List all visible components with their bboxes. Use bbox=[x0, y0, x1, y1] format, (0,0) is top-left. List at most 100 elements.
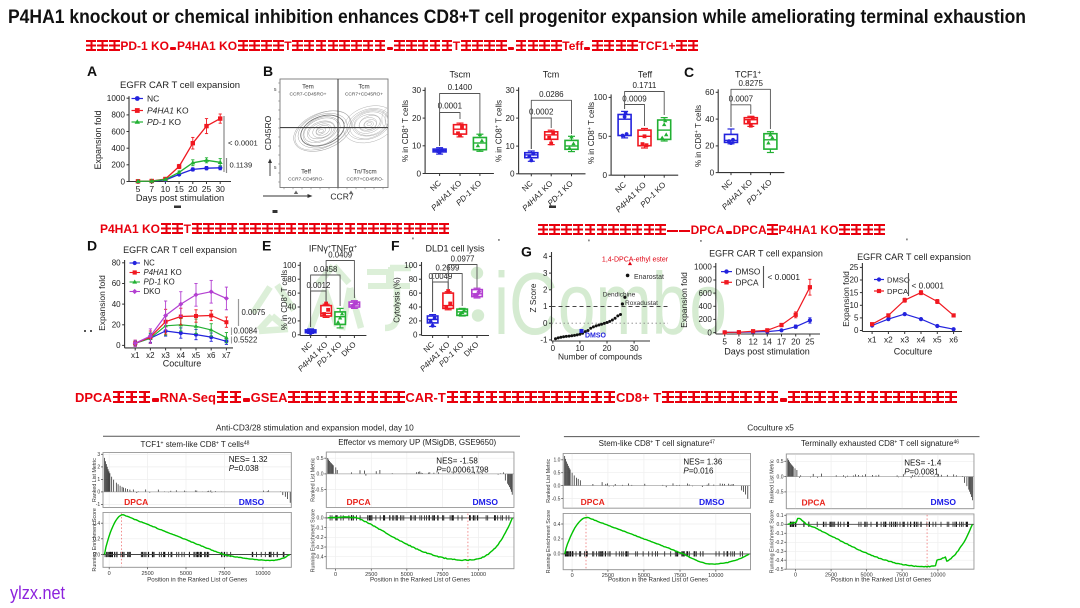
svg-text:DPCA: DPCA bbox=[801, 498, 825, 508]
svg-text:600: 600 bbox=[698, 289, 712, 298]
svg-text:1000: 1000 bbox=[694, 263, 712, 272]
svg-text:25: 25 bbox=[805, 336, 815, 346]
svg-text:0.0: 0.0 bbox=[93, 552, 100, 558]
svg-text:NC: NC bbox=[147, 94, 159, 104]
svg-text:0.1: 0.1 bbox=[777, 513, 784, 519]
svg-text:2: 2 bbox=[97, 465, 100, 471]
svg-text:Cytolysis (%): Cytolysis (%) bbox=[393, 277, 402, 323]
svg-text:CD45RO: CD45RO bbox=[263, 115, 273, 150]
svg-text:40: 40 bbox=[705, 115, 715, 124]
svg-text:Expansion fold: Expansion fold bbox=[97, 275, 107, 331]
svg-text:-0.2: -0.2 bbox=[775, 540, 784, 546]
svg-text:-0.3: -0.3 bbox=[775, 549, 784, 555]
svg-text:x6: x6 bbox=[949, 334, 958, 344]
svg-text:2500: 2500 bbox=[141, 571, 153, 577]
svg-text:Position in the Ranked List of: Position in the Ranked List of Genes bbox=[608, 577, 708, 584]
svg-text:TCF1+: TCF1+ bbox=[735, 70, 762, 80]
svg-text:40: 40 bbox=[112, 300, 121, 309]
svg-text:7500: 7500 bbox=[896, 573, 908, 579]
svg-text:% in CD8+ T cells: % in CD8+ T cells bbox=[401, 100, 410, 162]
svg-text:5000: 5000 bbox=[401, 572, 413, 578]
svg-text:Ranked List Metric: Ranked List Metric bbox=[546, 459, 552, 503]
svg-text:3: 3 bbox=[97, 452, 100, 458]
svg-text:100: 100 bbox=[593, 93, 607, 102]
svg-text:20: 20 bbox=[409, 317, 418, 326]
svg-text:0: 0 bbox=[97, 490, 100, 496]
svg-text:600: 600 bbox=[111, 127, 125, 136]
svg-text:DPCA: DPCA bbox=[887, 287, 909, 296]
svg-text:E: E bbox=[262, 238, 271, 254]
svg-text:0.1400: 0.1400 bbox=[448, 83, 473, 92]
svg-text:5: 5 bbox=[136, 184, 141, 194]
svg-text:Tcm: Tcm bbox=[543, 70, 560, 80]
svg-text:IFNγ+TNFα+: IFNγ+TNFα+ bbox=[309, 244, 357, 254]
svg-text:1.0: 1.0 bbox=[553, 458, 560, 464]
svg-text:0: 0 bbox=[707, 328, 712, 337]
svg-text:B: B bbox=[263, 63, 273, 79]
svg-text:Days post stimulation: Days post stimulation bbox=[136, 193, 224, 203]
svg-text:C: C bbox=[684, 64, 694, 80]
svg-text:Position in the Ranked List of: Position in the Ranked List of Genes bbox=[370, 577, 470, 584]
svg-text:5000: 5000 bbox=[180, 571, 192, 577]
svg-text:-1: -1 bbox=[540, 336, 548, 345]
svg-text:0: 0 bbox=[120, 177, 125, 186]
svg-text:Z Score: Z Score bbox=[528, 283, 538, 312]
svg-text:400: 400 bbox=[111, 144, 125, 153]
svg-text:DPCA: DPCA bbox=[736, 277, 760, 287]
svg-text:200: 200 bbox=[698, 315, 712, 324]
svg-text:2500: 2500 bbox=[825, 573, 837, 579]
svg-text:CCR7+CD45RO+: CCR7+CD45RO+ bbox=[345, 92, 383, 98]
svg-text:Running Enrichment Score: Running Enrichment Score bbox=[769, 510, 775, 573]
svg-text:17: 17 bbox=[777, 336, 787, 346]
svg-text:x1: x1 bbox=[868, 334, 877, 344]
svg-text:P=0.00061798: P=0.00061798 bbox=[436, 466, 489, 475]
svg-text:Terminally exhausted CD8+ T ce: Terminally exhausted CD8+ T cell signatu… bbox=[801, 439, 959, 448]
svg-text:Expansion fold: Expansion fold bbox=[93, 110, 103, 169]
svg-text:Running Enrichment Score: Running Enrichment Score bbox=[92, 508, 98, 571]
svg-text:1,4-DPCA-ethyl ester: 1,4-DPCA-ethyl ester bbox=[602, 257, 669, 264]
svg-text:Tem: Tem bbox=[302, 84, 314, 91]
svg-text:0.2699: 0.2699 bbox=[435, 264, 459, 273]
svg-text:0.0: 0.0 bbox=[317, 472, 324, 478]
svg-text:% in CD8+ T cells: % in CD8+ T cells bbox=[587, 102, 596, 164]
svg-text:5: 5 bbox=[274, 87, 277, 92]
svg-text:0.0458: 0.0458 bbox=[313, 265, 337, 274]
svg-text:CCR7-CD45RO+: CCR7-CD45RO+ bbox=[290, 92, 327, 98]
svg-text:5000: 5000 bbox=[860, 573, 872, 579]
svg-text:0.0049: 0.0049 bbox=[428, 272, 452, 281]
svg-text:0.2: 0.2 bbox=[93, 537, 100, 543]
svg-text:40: 40 bbox=[287, 303, 296, 312]
svg-text:0: 0 bbox=[108, 571, 111, 577]
svg-text:-1: -1 bbox=[96, 502, 101, 508]
svg-text:DMSO: DMSO bbox=[736, 267, 761, 277]
svg-text:0.0007: 0.0007 bbox=[729, 95, 754, 104]
svg-text:CCR7: CCR7 bbox=[330, 192, 353, 202]
svg-text:Teff: Teff bbox=[638, 70, 653, 80]
svg-text:Days post stimulation: Days post stimulation bbox=[724, 347, 810, 357]
svg-text:60: 60 bbox=[112, 279, 121, 288]
svg-text:x2: x2 bbox=[884, 334, 893, 344]
svg-text:10000: 10000 bbox=[255, 571, 270, 577]
svg-text:x4: x4 bbox=[917, 334, 926, 344]
svg-text:0: 0 bbox=[603, 171, 608, 180]
svg-text:20: 20 bbox=[287, 317, 296, 326]
svg-text:30: 30 bbox=[505, 86, 515, 95]
svg-text:NC: NC bbox=[520, 179, 535, 194]
svg-text:Expansion fold: Expansion fold bbox=[841, 271, 851, 327]
svg-text:0.5: 0.5 bbox=[553, 471, 560, 477]
svg-text:10000: 10000 bbox=[471, 572, 486, 578]
svg-text:20: 20 bbox=[112, 321, 121, 330]
svg-text:Number of compounds: Number of compounds bbox=[558, 352, 642, 362]
svg-text:20: 20 bbox=[849, 276, 858, 285]
svg-text:DMSO: DMSO bbox=[887, 275, 910, 284]
svg-text:DMSO: DMSO bbox=[473, 497, 499, 507]
svg-text:Tcm: Tcm bbox=[358, 84, 369, 91]
svg-text:NES= -1.4: NES= -1.4 bbox=[904, 458, 942, 467]
svg-text:100: 100 bbox=[283, 261, 297, 270]
svg-text:0.0: 0.0 bbox=[553, 483, 560, 489]
svg-text:0: 0 bbox=[571, 573, 574, 579]
svg-text:5: 5 bbox=[274, 165, 277, 170]
svg-text:1: 1 bbox=[543, 302, 548, 311]
svg-text:x3: x3 bbox=[161, 351, 170, 360]
svg-text:60: 60 bbox=[287, 289, 296, 298]
